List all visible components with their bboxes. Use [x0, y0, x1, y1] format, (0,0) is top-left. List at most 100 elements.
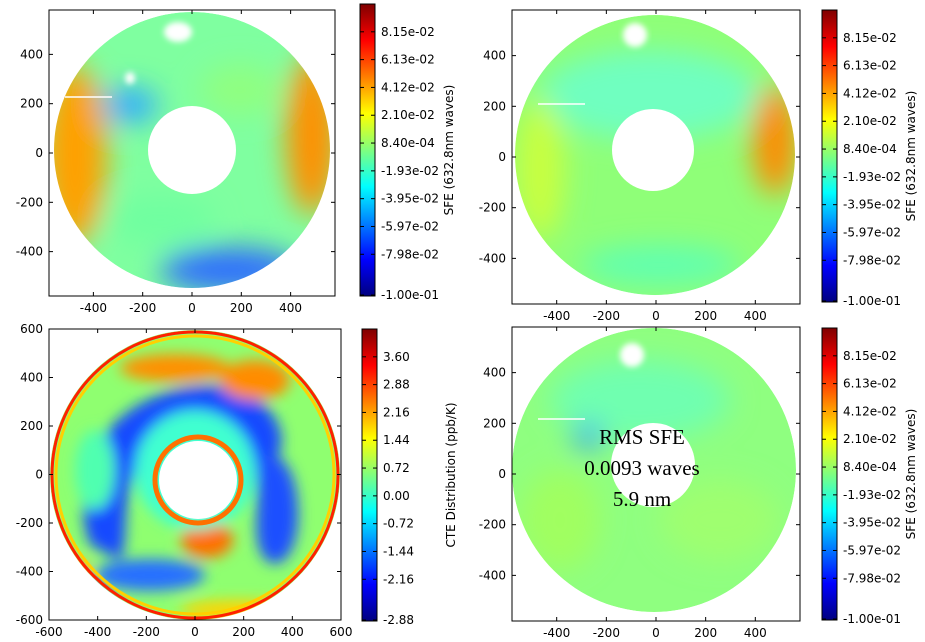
sfe-residual-map: [512, 327, 800, 621]
panel-cte-distribution: -600 -400 -200 0 200 400 600 -600 -400 -200 0 200 40…: [16, 322, 458, 639]
colorbar-tick-label: 6.13e-02: [843, 377, 897, 391]
y-tick-label: 400: [483, 49, 506, 63]
sfe-model-colorbar: 8.15e-02 6.13e-02 4.12e-02 2.10e-02 8.40e-04…: [821, 9, 918, 308]
colorbar-tick-label: -1.00e-01: [843, 612, 901, 626]
colorbar-tick-label: 6.13e-02: [381, 53, 435, 67]
y-tick-label: -200: [16, 516, 43, 530]
colorbar-tick-label: 8.15e-02: [381, 25, 435, 39]
colorbar-label: SFE (632.8nm waves): [904, 91, 918, 222]
x-tick-label: -400: [84, 625, 111, 639]
y-tick-label: -400: [16, 565, 43, 579]
colorbar-tick-label: -5.97e-02: [381, 219, 439, 233]
x-tick-label: -400: [543, 309, 570, 323]
colorbar-tick-label: 0.00: [383, 489, 410, 503]
colorbar-tick-label: 2.88: [383, 378, 410, 392]
colorbar-tick-label: -1.44: [383, 544, 414, 558]
colorbar-tick-label: -3.95e-02: [843, 198, 901, 212]
colorbar-tick-label: -1.00e-01: [843, 294, 901, 308]
colorbar-tick-label: 0.72: [383, 461, 410, 475]
colorbar-tick-label: -1.93e-02: [843, 170, 901, 184]
sfe-residual-axes: -400 -200 0 200 400 -400 -200 0 200 400: [479, 327, 800, 640]
colorbar-tick-label: -0.72: [383, 517, 414, 531]
colorbar-tick-label: -2.16: [383, 572, 414, 586]
colorbar-tick-label: -3.95e-02: [381, 192, 439, 206]
colorbar-gradient: [359, 3, 376, 297]
y-tick-label: 0: [35, 146, 43, 160]
y-tick-label: 200: [20, 97, 43, 111]
colorbar-tick-label: -3.95e-02: [843, 516, 901, 530]
colorbar-tick-label: 2.10e-02: [381, 108, 435, 122]
x-tick-label: 400: [744, 626, 767, 640]
y-tick-label: 0: [35, 468, 43, 482]
colorbar-tick-label: 2.16: [383, 405, 410, 419]
y-tick-label: 400: [20, 371, 43, 385]
colorbar-tick-label: -7.98e-02: [843, 571, 901, 585]
colorbar-label: SFE (632.8nm waves): [442, 85, 456, 216]
y-tick-label: 200: [20, 419, 43, 433]
colorbar-tick-label: -1.93e-02: [843, 488, 901, 502]
y-tick-label: 0: [498, 467, 506, 481]
rms-annotation-line-1: RMS SFE: [599, 425, 685, 449]
cte-distribution-axes: -600 -400 -200 0 200 400 600 -600 -400 -200 0 200 40…: [16, 322, 353, 639]
panel-sfe-residual: -400 -200 0 200 400 -400 -200 0 200 400 8.15e-02 6…: [479, 326, 918, 640]
colorbar-tick-label: 6.13e-02: [843, 59, 897, 73]
colorbar-tick-label: 4.12e-02: [843, 86, 897, 100]
y-tick-label: -600: [16, 613, 43, 627]
rms-annotation: RMS SFE 0.0093 waves 5.9 nm: [584, 425, 699, 511]
colorbar-tick-label: -7.98e-02: [381, 247, 439, 261]
rms-annotation-line-2: 0.0093 waves: [584, 456, 699, 480]
colorbar-tick-label: 8.40e-04: [843, 460, 897, 474]
colorbar-tick-label: -5.97e-02: [843, 225, 901, 239]
x-tick-label: -200: [593, 626, 620, 640]
colorbar-gradient: [361, 328, 378, 622]
colorbar-gradient: [821, 327, 838, 621]
x-tick-label: 200: [694, 626, 717, 640]
colorbar-tick-label: -2.88: [383, 613, 414, 627]
sfe-measured-map: [49, 10, 335, 296]
y-tick-label: -400: [16, 245, 43, 259]
panel-sfe-measured: -400 -200 0 200 400 -400 -200 0 200 400 8.15e-02 6…: [16, 3, 456, 315]
colorbar-tick-label: 8.40e-04: [381, 136, 435, 150]
x-tick-label: 200: [232, 625, 255, 639]
y-tick-label: -200: [479, 518, 506, 532]
x-tick-label: 400: [744, 309, 767, 323]
sfe-model-axes: -400 -200 0 200 400 -400 -200 0 200 400: [479, 10, 800, 323]
colorbar-tick-label: 2.10e-02: [843, 114, 897, 128]
x-tick-label: 0: [652, 309, 660, 323]
colorbar-label: SFE (632.8nm waves): [904, 409, 918, 540]
panel-sfe-model: -400 -200 0 200 400 -400 -200 0 200 400 8.15e-02 6…: [479, 9, 918, 323]
x-tick-label: -400: [80, 301, 107, 315]
y-tick-label: 600: [20, 322, 43, 336]
x-tick-label: 400: [279, 301, 302, 315]
colorbar-tick-label: 4.12e-02: [381, 80, 435, 94]
colorbar-tick-label: -7.98e-02: [843, 253, 901, 267]
colorbar-tick-label: -1.93e-02: [381, 164, 439, 178]
x-tick-label: -600: [35, 625, 62, 639]
sfe-measured-axes: -400 -200 0 200 400 -400 -200 0 200 400: [16, 10, 335, 315]
x-tick-label: 0: [652, 626, 660, 640]
y-tick-label: 400: [20, 47, 43, 61]
y-tick-label: 0: [498, 150, 506, 164]
colorbar-gradient: [821, 9, 838, 303]
y-tick-label: -400: [479, 251, 506, 265]
y-tick-label: -200: [479, 201, 506, 215]
colorbar-tick-label: 8.40e-04: [843, 142, 897, 156]
cte-distribution-map: [49, 329, 341, 620]
colorbar-tick-label: 2.10e-02: [843, 432, 897, 446]
colorbar-tick-label: 8.15e-02: [843, 31, 897, 45]
colorbar-tick-label: 8.15e-02: [843, 349, 897, 363]
sfe-measured-colorbar: 8.15e-02 6.13e-02 4.12e-02 2.10e-02 8.40e-04…: [359, 3, 456, 302]
y-tick-label: -400: [479, 568, 506, 582]
colorbar-tick-label: 1.44: [383, 433, 410, 447]
x-tick-label: -200: [593, 309, 620, 323]
x-tick-label: -200: [129, 301, 156, 315]
rms-annotation-line-3: 5.9 nm: [613, 487, 671, 511]
x-tick-label: 600: [330, 625, 353, 639]
x-tick-label: 200: [694, 309, 717, 323]
x-tick-label: 0: [188, 301, 196, 315]
cte-distribution-colorbar: 3.60 2.88 2.16 1.44 0.72 0.00 -0.72 -1.44 -2.16 -…: [361, 328, 458, 627]
y-tick-label: 400: [483, 366, 506, 380]
x-tick-label: -400: [543, 626, 570, 640]
y-tick-label: 200: [483, 99, 506, 113]
